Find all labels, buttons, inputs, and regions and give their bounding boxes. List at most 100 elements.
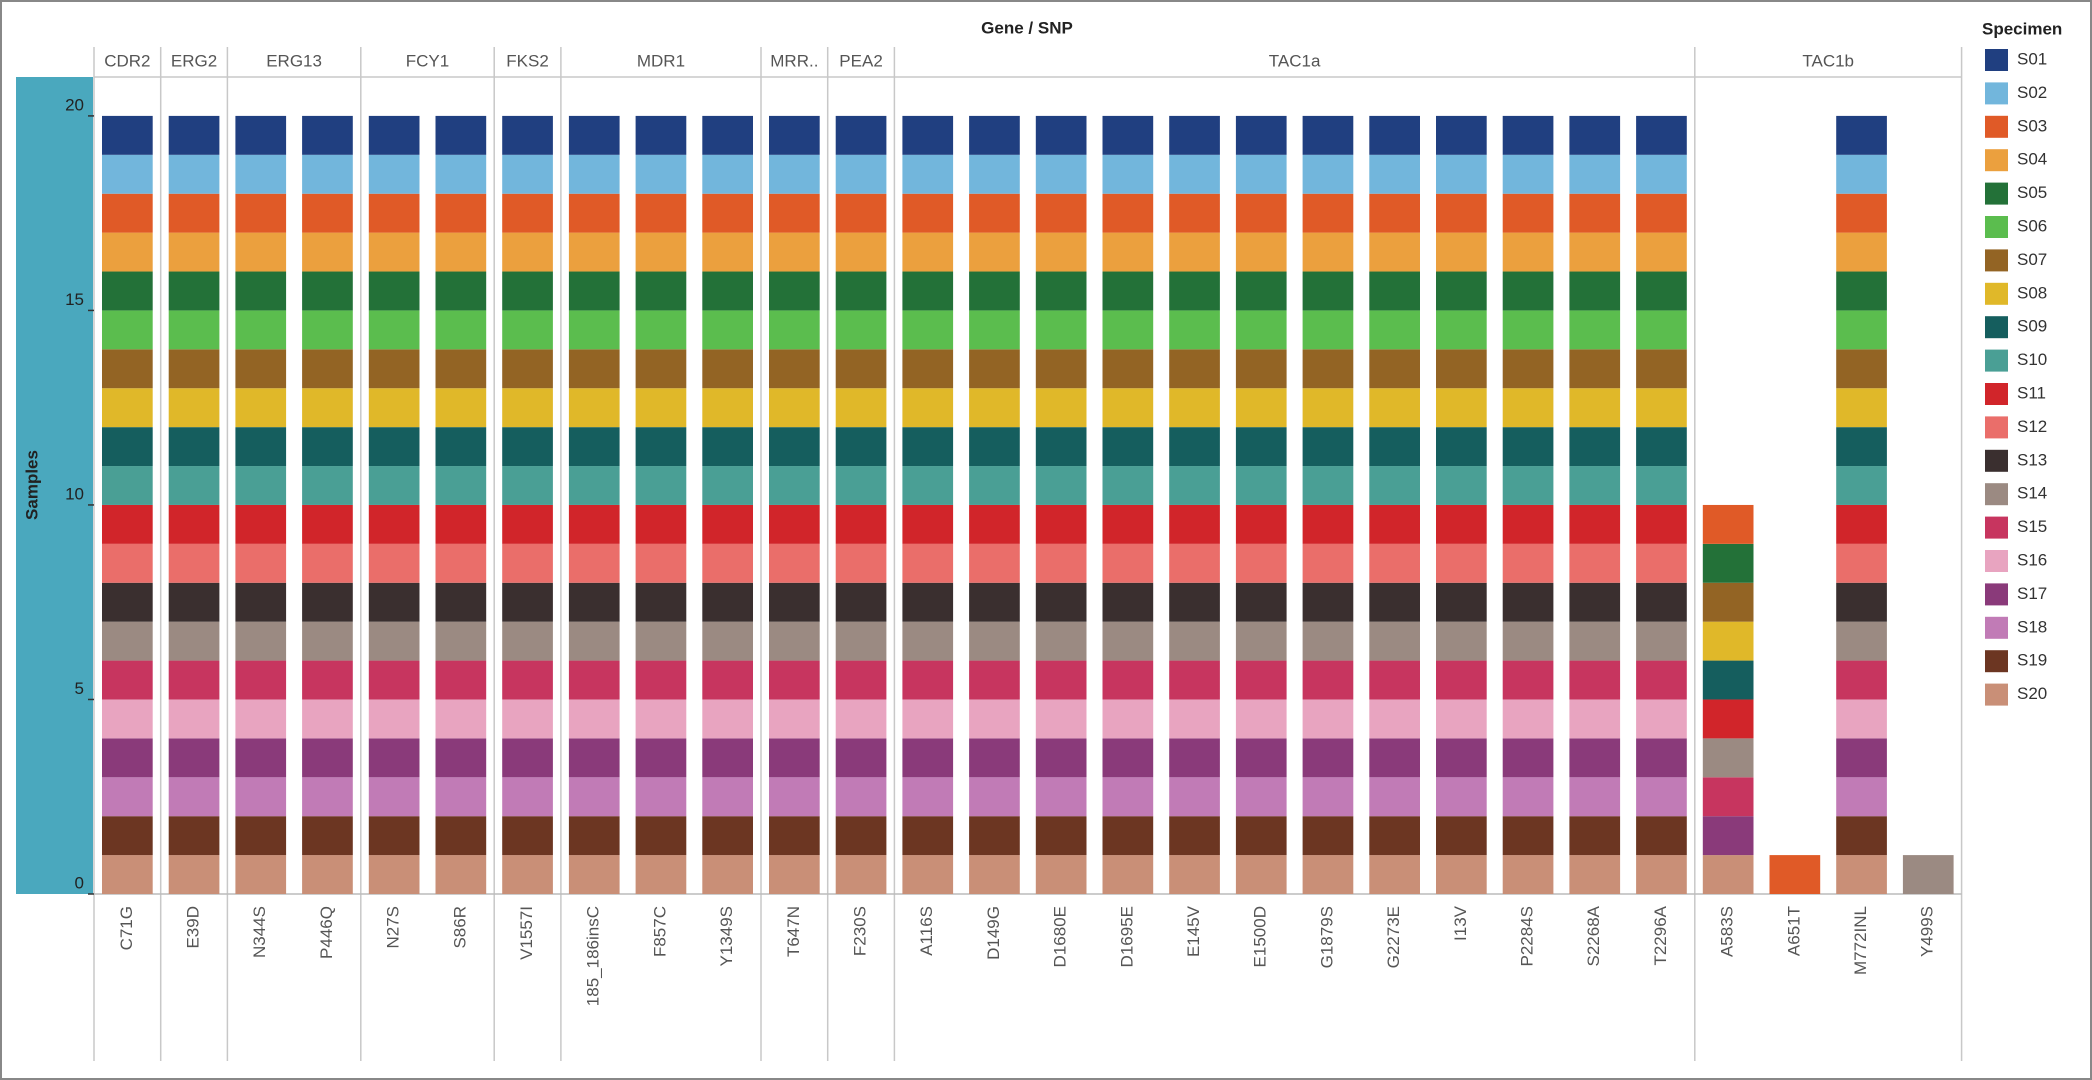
bar-segment [1836,232,1887,272]
bar-segment [769,427,820,467]
bar-segment [235,154,287,194]
bar-segment [969,777,1020,817]
bar-segment [969,310,1020,350]
bar-segment [502,388,553,428]
bar-segment [568,699,620,739]
bar-segment [435,310,487,350]
x-tick-label: G1879S [1317,906,1336,968]
bar-segment [1302,543,1354,583]
bar-segment [769,699,820,739]
bar-segment [1102,816,1154,856]
bar-segment [235,349,287,389]
bar-segment [1569,699,1621,739]
bar-segment [568,388,620,428]
bar-segment [1302,699,1354,739]
bar-segment [102,193,153,233]
bar-segment [302,738,353,778]
bar-segment [835,193,887,233]
bar-segment [835,388,887,428]
bar-segment [702,777,753,817]
bar-segment [1436,427,1487,467]
bar-segment [168,582,220,622]
bar-segment [568,349,620,389]
bar-segment [969,154,1020,194]
bar-segment [368,621,420,661]
bar-segment [1636,271,1687,311]
x-tick-label: S86R [450,906,469,949]
bar-segment [502,349,553,389]
bar-segment [1169,193,1220,233]
bar-segment [1035,271,1087,311]
bar-segment [835,115,887,155]
bar-segment [1636,816,1687,856]
bar-segment [702,504,753,544]
bar-segment [1569,855,1621,894]
bar-segment [1102,777,1154,817]
gene-label: FCY1 [406,51,449,70]
gene-label: ERG2 [171,51,217,70]
bar-segment [102,388,153,428]
legend-swatch [1985,683,2008,706]
bar-segment [1502,271,1554,311]
bar-segment [168,504,220,544]
bar-segment [1436,388,1487,428]
x-tick-label: A651T [1784,906,1803,956]
x-tick-label: E39D [184,906,203,949]
x-tick-label: P446Q [317,906,336,959]
bar-segment [1369,777,1420,817]
bar-segment [969,504,1020,544]
bar-segment [368,543,420,583]
bar-segment [1169,154,1220,194]
bar-segment [635,271,687,311]
y-tick-label: 5 [75,679,84,698]
bar-segment [1636,699,1687,739]
bar-segment [1569,660,1621,700]
bar-segment [1502,388,1554,428]
legend-label: S13 [2017,450,2047,469]
bar-segment [1169,582,1220,622]
bar-segment [702,115,753,155]
bar-segment [1436,193,1487,233]
bar-segment [235,466,287,505]
bar-segment [302,115,353,155]
bar-segment [435,738,487,778]
bar-segment [102,738,153,778]
y-tick-label: 0 [75,873,84,892]
bar-segment [502,504,553,544]
gene-label: ERG13 [266,51,322,70]
bar-segment [835,154,887,194]
bar-segment [1836,621,1887,661]
bar-segment [235,777,287,817]
bar-segment [1169,115,1220,155]
bar-segment [435,271,487,311]
bar-segment [1502,154,1554,194]
legend-swatch [1985,616,2008,639]
bar-segment [502,621,553,661]
bar-segment [1369,855,1420,894]
bar-segment [302,504,353,544]
bar-segment [969,699,1020,739]
bar-segment [1702,660,1754,700]
bar-segment [902,427,954,467]
bar-segment [1636,310,1687,350]
bar-segment [168,738,220,778]
bar-segment [1102,310,1154,350]
bar-segment [1035,738,1087,778]
bar-segment [568,193,620,233]
bar-segment [235,543,287,583]
legend-swatch [1985,216,2008,238]
bar-segment [969,115,1020,155]
bar-segment [502,427,553,467]
legend-swatch [1985,316,2008,339]
bar-segment [368,504,420,544]
bar-segment [902,582,954,622]
bar-segment [368,699,420,739]
bar-segment [502,660,553,700]
gene-label: FKS2 [506,51,549,70]
bar-segment [835,855,887,894]
bar-segment [1636,349,1687,389]
bar-segment [1636,154,1687,194]
bar-segment [1169,310,1220,350]
bar-segment [1836,193,1887,233]
bar-segment [1502,699,1554,739]
